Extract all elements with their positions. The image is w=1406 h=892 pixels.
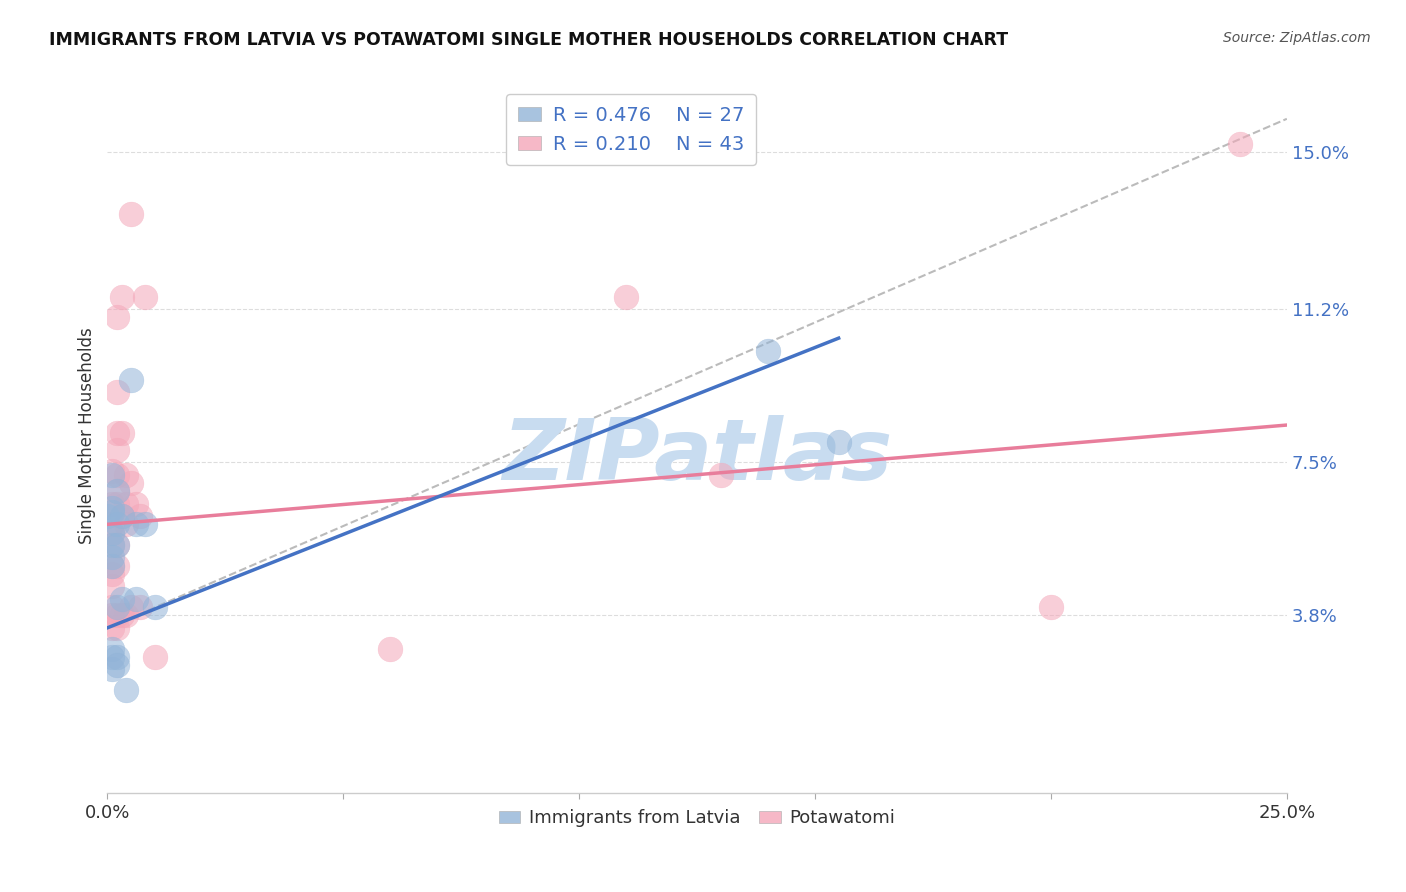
Point xyxy=(101,600,124,615)
Point xyxy=(110,426,132,441)
Point xyxy=(143,600,166,615)
Point xyxy=(710,467,733,482)
Point xyxy=(105,384,128,399)
Point xyxy=(105,426,128,441)
Point xyxy=(380,641,402,656)
Point xyxy=(101,558,124,573)
Point xyxy=(101,579,124,593)
Text: Source: ZipAtlas.com: Source: ZipAtlas.com xyxy=(1223,31,1371,45)
Point xyxy=(125,591,148,606)
Point xyxy=(96,509,118,524)
Point xyxy=(115,467,138,482)
Point xyxy=(756,343,779,358)
Point xyxy=(101,558,124,573)
Point xyxy=(101,567,124,582)
Point xyxy=(115,517,138,532)
Point xyxy=(105,484,128,499)
Point xyxy=(129,509,152,524)
Point xyxy=(105,558,128,573)
Point xyxy=(110,290,132,304)
Point xyxy=(101,525,124,540)
Point xyxy=(101,662,124,676)
Text: ZIPatlas: ZIPatlas xyxy=(502,416,893,499)
Point xyxy=(105,621,128,635)
Point xyxy=(101,505,124,519)
Point xyxy=(110,509,132,524)
Point xyxy=(827,434,849,449)
Point xyxy=(120,372,142,386)
Y-axis label: Single Mother Households: Single Mother Households xyxy=(79,327,96,544)
Point xyxy=(110,608,132,623)
Point xyxy=(105,538,128,552)
Point xyxy=(120,600,142,615)
Point xyxy=(105,442,128,457)
Point xyxy=(101,497,124,511)
Point xyxy=(101,621,124,635)
Point xyxy=(143,649,166,664)
Point xyxy=(101,517,124,532)
Point xyxy=(105,484,128,499)
Point xyxy=(105,658,128,673)
Point xyxy=(105,497,128,511)
Point xyxy=(101,649,124,664)
Point xyxy=(134,517,156,532)
Point xyxy=(105,538,128,552)
Point xyxy=(101,538,124,552)
Point xyxy=(105,467,128,482)
Point xyxy=(101,641,124,656)
Point xyxy=(101,525,124,540)
Point xyxy=(134,290,156,304)
Point xyxy=(115,682,138,697)
Point xyxy=(105,517,128,532)
Point xyxy=(115,497,138,511)
Point xyxy=(110,591,132,606)
Point xyxy=(101,500,124,515)
Point xyxy=(101,464,124,478)
Point xyxy=(1229,136,1251,151)
Point xyxy=(614,290,637,304)
Point xyxy=(120,207,142,221)
Point xyxy=(105,649,128,664)
Point xyxy=(129,600,152,615)
Point xyxy=(105,310,128,325)
Point xyxy=(105,600,128,615)
Text: IMMIGRANTS FROM LATVIA VS POTAWATOMI SINGLE MOTHER HOUSEHOLDS CORRELATION CHART: IMMIGRANTS FROM LATVIA VS POTAWATOMI SIN… xyxy=(49,31,1008,49)
Point xyxy=(115,608,138,623)
Point xyxy=(125,517,148,532)
Point xyxy=(101,467,124,482)
Point xyxy=(101,550,124,565)
Legend: Immigrants from Latvia, Potawatomi: Immigrants from Latvia, Potawatomi xyxy=(492,802,903,834)
Point xyxy=(125,497,148,511)
Point xyxy=(101,538,124,552)
Point xyxy=(101,608,124,623)
Point xyxy=(105,608,128,623)
Point xyxy=(110,509,132,524)
Point xyxy=(120,475,142,490)
Point xyxy=(1039,600,1062,615)
